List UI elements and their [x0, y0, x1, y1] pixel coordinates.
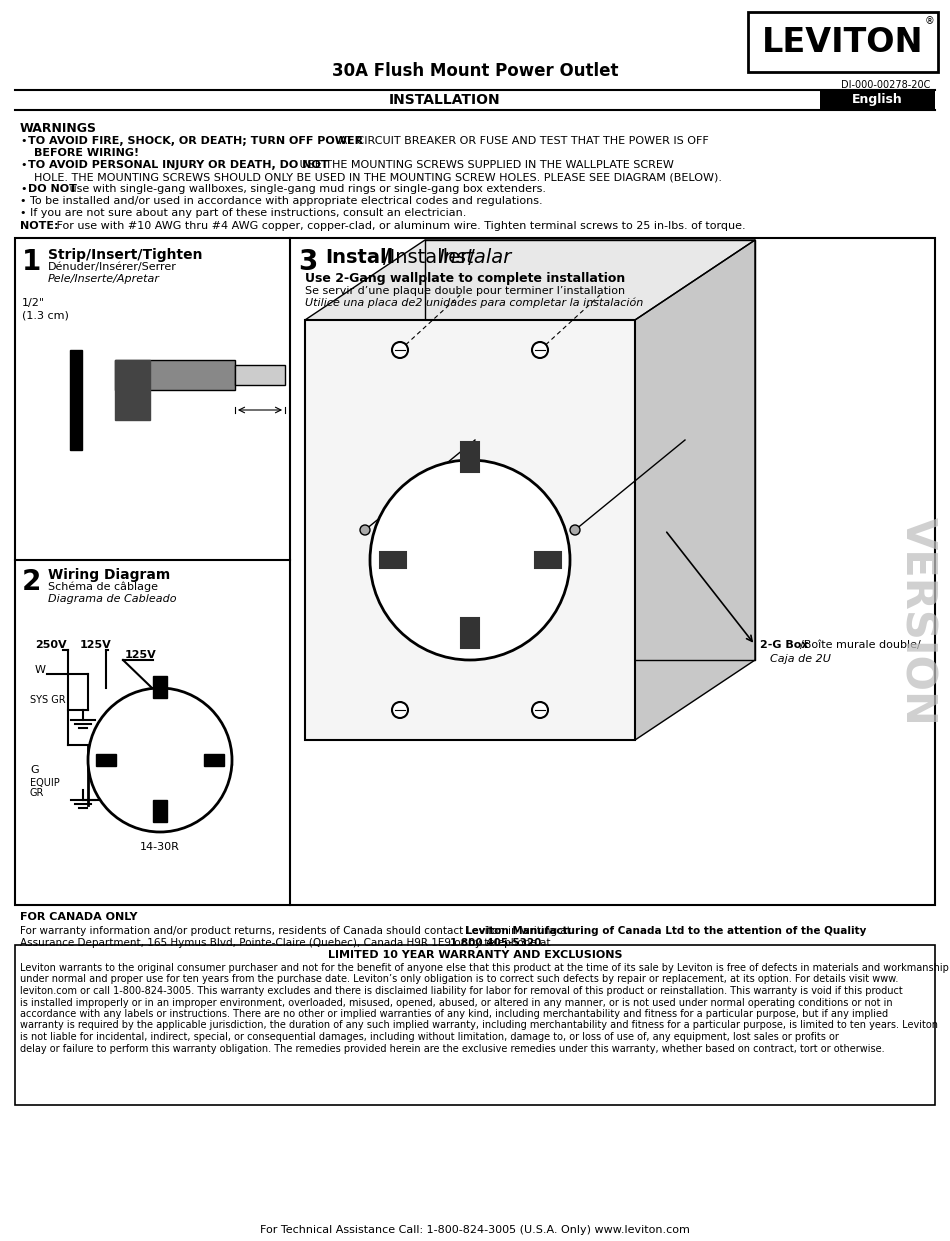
Text: 2: 2	[22, 568, 42, 596]
Text: WARNINGS: WARNINGS	[20, 122, 97, 135]
Text: EQUIP: EQUIP	[30, 778, 60, 788]
Polygon shape	[635, 240, 755, 740]
Text: TO AVOID PERSONAL INJURY OR DEATH, DO NOT: TO AVOID PERSONAL INJURY OR DEATH, DO NO…	[28, 160, 329, 170]
Text: 1: 1	[22, 248, 41, 276]
Text: • If you are not sure about any part of these instructions, consult an electrici: • If you are not sure about any part of …	[20, 208, 466, 218]
Text: Utilice una placa de2 unidades para completar la instalación: Utilice una placa de2 unidades para comp…	[305, 298, 643, 309]
Bar	[235, 365, 285, 385]
Circle shape	[88, 688, 232, 831]
Bar	[15, 944, 935, 1104]
Text: AT CIRCUIT BREAKER OR FUSE AND TEST THAT THE POWER IS OFF: AT CIRCUIT BREAKER OR FUSE AND TEST THAT…	[336, 137, 709, 146]
Bar	[461, 618, 479, 648]
Text: LEVITON: LEVITON	[762, 26, 923, 58]
Text: W: W	[156, 817, 165, 827]
Text: ®: ®	[924, 16, 934, 26]
Circle shape	[370, 460, 570, 660]
Text: GR: GR	[30, 788, 45, 798]
Polygon shape	[115, 360, 150, 419]
Text: 125V: 125V	[80, 640, 112, 650]
Text: 2-G Box: 2-G Box	[760, 640, 808, 650]
Text: W: W	[35, 665, 46, 675]
Text: 250V: 250V	[35, 640, 66, 650]
Text: 30A Flush Mount Power Outlet: 30A Flush Mount Power Outlet	[332, 62, 618, 79]
Text: Diagrama de Cableado: Diagrama de Cableado	[48, 594, 177, 604]
Text: (1.3 cm): (1.3 cm)	[22, 310, 68, 320]
Text: •: •	[20, 184, 27, 194]
Text: Strip/Insert/Tighten: Strip/Insert/Tighten	[48, 248, 202, 262]
Text: is installed improperly or in an improper environment, overloaded, misused, open: is installed improperly or in an imprope…	[20, 998, 893, 1008]
Text: HOLE. THE MOUNTING SCREWS SHOULD ONLY BE USED IN THE MOUNTING SCREW HOLES. PLEAS: HOLE. THE MOUNTING SCREWS SHOULD ONLY BE…	[34, 172, 722, 182]
Bar	[70, 350, 82, 450]
Text: leviton.com or call 1-800-824-3005. This warranty excludes and there is disclaim: leviton.com or call 1-800-824-3005. This…	[20, 987, 902, 997]
Text: /Installer/: /Installer/	[383, 248, 475, 267]
Text: Assurance Department, 165 Hymus Blvd, Pointe-Claire (Quebec), Canada H9R 1E9 or : Assurance Department, 165 Hymus Blvd, Po…	[20, 938, 554, 948]
Text: •: •	[20, 160, 27, 170]
Circle shape	[360, 525, 370, 535]
Text: 1/2": 1/2"	[22, 298, 46, 308]
Circle shape	[532, 343, 548, 357]
Text: 125V: 125V	[125, 650, 157, 660]
Text: is not liable for incidental, indirect, special, or consequential damages, inclu: is not liable for incidental, indirect, …	[20, 1033, 839, 1042]
Text: • To be installed and/or used in accordance with appropriate electrical codes an: • To be installed and/or used in accorda…	[20, 196, 542, 206]
Circle shape	[532, 702, 548, 719]
Text: Leviton Manufacturing of Canada Ltd to the attention of the Quality: Leviton Manufacturing of Canada Ltd to t…	[465, 926, 866, 936]
Text: X: X	[96, 756, 103, 766]
Text: Leviton warrants to the original consumer purchaser and not for the benefit of a: Leviton warrants to the original consume…	[20, 963, 949, 973]
Bar	[15, 238, 935, 905]
Text: BEFORE WIRING!: BEFORE WIRING!	[34, 148, 139, 158]
Polygon shape	[425, 240, 755, 660]
Circle shape	[392, 343, 408, 357]
Text: 3: 3	[298, 248, 317, 276]
Text: •: •	[20, 137, 27, 146]
Text: Use 2-Gang wallplate to complete installation: Use 2-Gang wallplate to complete install…	[305, 272, 625, 285]
Text: use with single-gang wallboxes, single-gang mud rings or single-gang box extende: use with single-gang wallboxes, single-g…	[66, 184, 546, 194]
Text: SYS GR: SYS GR	[30, 695, 66, 705]
Text: 14-30R: 14-30R	[140, 841, 180, 853]
Text: G: G	[30, 764, 39, 774]
Text: For warranty information and/or product returns, residents of Canada should cont: For warranty information and/or product …	[20, 926, 574, 936]
Bar	[305, 320, 635, 740]
Text: For use with #10 AWG thru #4 AWG copper, copper-clad, or aluminum wire. Tighten : For use with #10 AWG thru #4 AWG copper,…	[53, 221, 746, 231]
Text: TO AVOID FIRE, SHOCK, OR DEATH; TURN OFF POWER: TO AVOID FIRE, SHOCK, OR DEATH; TURN OFF…	[28, 137, 363, 146]
Bar	[204, 755, 224, 766]
Text: DI-000-00278-20C: DI-000-00278-20C	[841, 79, 930, 91]
Text: USE THE MOUNTING SCREWS SUPPLIED IN THE WALLPLATE SCREW: USE THE MOUNTING SCREWS SUPPLIED IN THE …	[296, 160, 674, 170]
Text: English: English	[852, 93, 902, 107]
Text: Dénuder/Insérer/Serrer: Dénuder/Insérer/Serrer	[48, 262, 177, 272]
Text: under normal and proper use for ten years from the purchase date. Leviton’s only: under normal and proper use for ten year…	[20, 974, 899, 984]
Text: DO NOT: DO NOT	[28, 184, 77, 194]
Text: NOTE:: NOTE:	[20, 221, 59, 231]
Text: Install: Install	[325, 248, 393, 267]
Polygon shape	[305, 240, 755, 320]
Text: 1 800 405-5320.: 1 800 405-5320.	[450, 938, 545, 948]
Bar	[380, 552, 406, 568]
Text: FOR CANADA ONLY: FOR CANADA ONLY	[20, 912, 138, 922]
Bar	[153, 800, 167, 822]
Bar	[115, 360, 235, 390]
Text: WEB
VERSION: WEB VERSION	[897, 516, 950, 726]
Text: For Technical Assistance Call: 1-800-824-3005 (U.S.A. Only) www.leviton.com: For Technical Assistance Call: 1-800-824…	[260, 1225, 690, 1235]
Bar	[748, 12, 938, 72]
Bar	[820, 91, 935, 110]
Bar	[96, 755, 116, 766]
Circle shape	[392, 702, 408, 719]
Text: Pele/Inserte/Apretar: Pele/Inserte/Apretar	[48, 274, 160, 284]
Text: accordance with any labels or instructions. There are no other or implied warran: accordance with any labels or instructio…	[20, 1009, 888, 1019]
Circle shape	[570, 525, 580, 535]
Text: Se servir d’une plaque double pour terminer l’installation: Se servir d’une plaque double pour termi…	[305, 285, 625, 297]
Bar	[153, 676, 167, 697]
Text: G: G	[214, 756, 221, 766]
Text: Instalar: Instalar	[438, 248, 511, 267]
Text: INSTALLATION: INSTALLATION	[390, 93, 501, 107]
Bar	[461, 442, 479, 472]
Text: Schéma de câblage: Schéma de câblage	[48, 582, 158, 592]
Text: Caja de 2U: Caja de 2U	[770, 654, 831, 664]
Text: LIMITED 10 YEAR WARRANTY AND EXCLUSIONS: LIMITED 10 YEAR WARRANTY AND EXCLUSIONS	[328, 951, 622, 961]
Text: delay or failure to perform this warranty obligation. The remedies provided here: delay or failure to perform this warrant…	[20, 1044, 884, 1054]
Text: warranty is required by the applicable jurisdiction, the duration of any such im: warranty is required by the applicable j…	[20, 1020, 938, 1030]
Bar	[535, 552, 561, 568]
Text: Y: Y	[156, 692, 162, 702]
Text: Wiring Diagram: Wiring Diagram	[48, 568, 170, 582]
Text: /Boîte murale double/: /Boîte murale double/	[800, 640, 921, 650]
